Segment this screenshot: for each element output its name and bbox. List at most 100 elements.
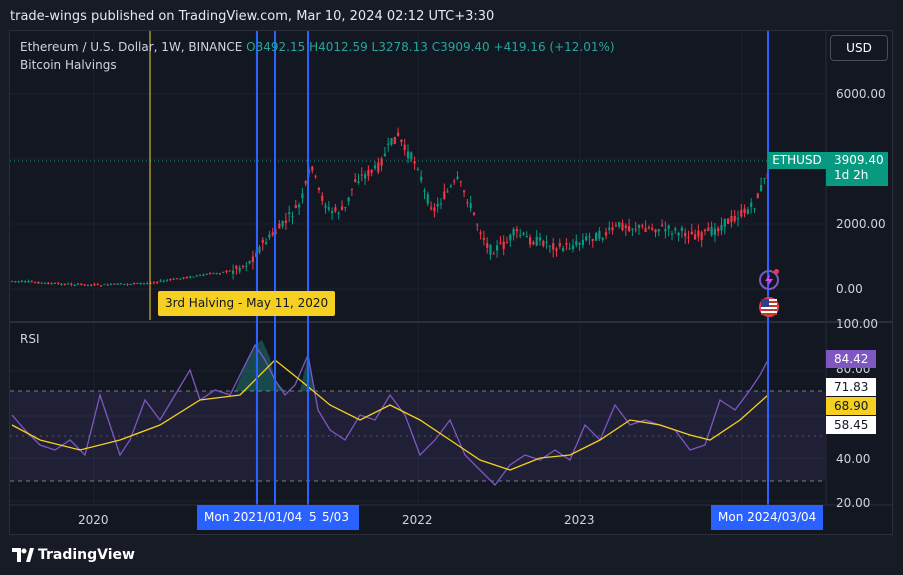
candle-body	[753, 208, 756, 210]
candle-body	[555, 248, 558, 251]
candle-body	[195, 275, 198, 277]
candle-body	[707, 227, 710, 232]
candle-body	[113, 283, 116, 285]
candle-body	[324, 205, 327, 208]
date-tag-2: 5	[305, 505, 321, 530]
rsi-ma-tag: 68.90	[826, 397, 877, 415]
candle-body	[136, 282, 139, 284]
candle-body	[294, 205, 297, 208]
candle-body	[86, 284, 89, 286]
candle-body	[733, 215, 736, 222]
candle-body	[420, 176, 423, 181]
candle-body	[73, 285, 76, 287]
tradingview-logo[interactable]: TradingView	[12, 547, 135, 563]
candle-body	[218, 273, 221, 275]
candle-body	[146, 283, 149, 285]
candle-body	[235, 265, 238, 269]
price-axis-label-6000: 6000.00	[836, 87, 886, 101]
candle-body	[53, 282, 56, 284]
candle-body	[258, 246, 261, 253]
candle-body	[199, 274, 202, 276]
candle-body	[750, 202, 753, 207]
candle-body	[558, 243, 561, 247]
candle-body	[608, 227, 611, 230]
candle-body	[406, 151, 410, 158]
candle-body	[469, 203, 472, 209]
candle-body	[70, 283, 73, 285]
candle-body	[614, 225, 617, 227]
candle-body	[410, 152, 413, 160]
candle-body	[568, 248, 571, 250]
candle-body	[47, 282, 50, 285]
candle-body	[106, 284, 109, 286]
candle-body	[713, 228, 716, 235]
candle-body	[370, 169, 373, 173]
candle-body	[142, 283, 146, 285]
candle-body	[301, 193, 304, 198]
candle-body	[426, 194, 429, 204]
candle-body	[532, 242, 535, 245]
candle-body	[604, 232, 608, 236]
candle-body	[763, 178, 766, 180]
candle-body	[703, 229, 707, 232]
candles	[10, 127, 769, 288]
candle-body	[129, 284, 132, 286]
candle-body	[489, 244, 492, 255]
symbol-price-tag: ETHUSD	[768, 152, 826, 169]
candle-body	[334, 207, 337, 212]
currency-button[interactable]: USD	[830, 35, 888, 61]
chart-header: Ethereum / U.S. Dollar, 1W, BINANCE O349…	[20, 40, 615, 54]
candle-body	[175, 278, 179, 280]
tradingview-logo-text: TradingView	[38, 547, 135, 563]
candle-body	[684, 232, 687, 237]
lightning-icon[interactable]	[759, 269, 779, 290]
candle-body	[535, 236, 538, 246]
candle-body	[542, 241, 545, 246]
candle-body	[314, 175, 317, 177]
candle-body	[585, 236, 588, 241]
indicator-label[interactable]: Bitcoin Halvings	[20, 58, 117, 72]
candle-body	[575, 241, 578, 245]
candle-body	[241, 265, 245, 267]
candle-body	[337, 212, 340, 214]
candle-body	[238, 267, 241, 272]
candle-body	[63, 283, 66, 285]
candle-body	[502, 241, 505, 249]
candle-body	[449, 185, 452, 187]
candle-body	[139, 283, 142, 285]
candle-body	[387, 143, 390, 145]
candle-body	[680, 227, 683, 231]
us-flag-icon[interactable]	[759, 297, 779, 317]
candle-body	[76, 283, 80, 285]
rsi-axis-label-100: 100.00	[836, 317, 878, 331]
candle-body	[644, 228, 647, 233]
rsi-label[interactable]: RSI	[20, 332, 40, 346]
candle-body	[152, 282, 155, 284]
candle-body	[522, 232, 525, 235]
candle-body	[690, 231, 693, 235]
candle-body	[57, 282, 60, 284]
candle-body	[344, 206, 347, 209]
candle-body	[545, 241, 548, 243]
rsi-ma-line	[11, 359, 769, 471]
candle-body	[364, 174, 367, 179]
candle-body	[278, 223, 281, 229]
candle-body	[674, 228, 677, 231]
candle-body	[694, 234, 697, 240]
halving-label[interactable]: 3rd Halving - May 11, 2020	[158, 291, 336, 316]
candle-body	[251, 256, 254, 263]
candle-body	[512, 228, 515, 236]
candle-body	[565, 243, 568, 245]
tradingview-logo-icon	[12, 548, 34, 562]
candle-body	[756, 193, 759, 198]
rsi-upper-tag: 71.83	[826, 378, 877, 396]
candle-body	[433, 207, 436, 212]
candle-body	[393, 136, 396, 144]
candle-body	[162, 280, 165, 282]
symbol-title[interactable]: Ethereum / U.S. Dollar, 1W, BINANCE	[20, 40, 243, 54]
candle-body	[591, 238, 594, 241]
rsi-fill-area	[235, 340, 285, 391]
candle-body	[624, 225, 627, 229]
candle-body	[215, 272, 218, 274]
